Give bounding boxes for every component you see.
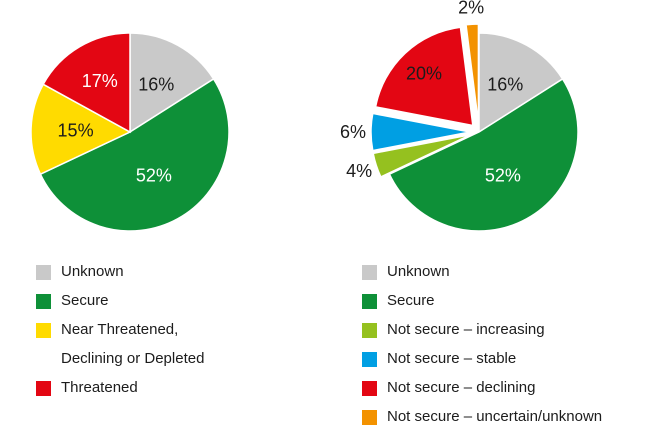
legend-swatch [362,323,377,338]
legend-item: Near Threatened, Declining or Depleted [36,321,204,379]
legend-item: Secure [362,292,602,321]
legend-item: Threatened [36,379,204,408]
pie-value-label: 52% [485,165,521,185]
pie-chart-right: 16% 52% 4% 6% 20% 2% [340,0,579,232]
pie-value-label: 16% [138,74,174,94]
pie-value-label: 16% [487,74,523,94]
pie-value-label: 15% [58,120,94,140]
pie-value-label: 20% [406,63,442,83]
legend-swatch [362,381,377,396]
legend-label: Near Threatened, Declining or Depleted [61,321,205,367]
legend-label: Secure [61,292,109,309]
legend-label: Unknown [387,263,450,280]
legend-label: Unknown [61,263,124,280]
legend-swatch [362,352,377,367]
pie-value-label: 52% [136,165,172,185]
pie-chart-left: 16% 52% 15% 17% [30,32,230,232]
pie-slice-unknown [478,32,564,134]
legend-item: Not secure – declining [362,379,602,408]
legend-label: Not secure – uncertain/unknown [387,408,603,425]
pie-slice-secure [39,77,230,232]
legend-swatch [362,265,377,280]
legend-swatch [36,294,51,309]
pie-value-label: 6% [340,122,366,142]
legend-item: Unknown [362,263,602,292]
pie-slice-not-secure-declining [374,26,474,127]
legend-label: Not secure – stable [387,350,517,367]
legend-label: Secure [387,292,435,309]
legend-item: Secure [36,292,204,321]
pie-slice-not-secure-stable [370,112,471,152]
legend-swatch [362,294,377,309]
legend-swatch [362,410,377,425]
pie-slice-not-secure-increasing [372,134,471,178]
legend-swatch [36,323,51,338]
legend-left: Unknown Secure Near Threatened, Declinin… [36,263,204,408]
pie-value-label: 17% [82,71,118,91]
pie-slice-threatened [42,32,131,134]
pie-slice-unknown [129,32,215,134]
legend-item: Not secure – stable [362,350,602,379]
pie-slice-not-secure-uncertain-unknown [465,23,480,124]
legend-label: Not secure – increasing [387,321,545,338]
legend-swatch [36,265,51,280]
legend-right: Unknown Secure Not secure – increasing N… [362,263,602,437]
legend-item: Unknown [36,263,204,292]
pie-slice-near-threatened-declining-or-depleted [30,83,132,176]
legend-item: Not secure – uncertain/unknown [362,408,602,437]
legend-label: Threatened [61,379,138,396]
pie-slice-secure [388,77,579,232]
legend-item: Not secure – increasing [362,321,602,350]
pie-value-label: 2% [458,0,484,17]
legend-label: Not secure – declining [387,379,536,396]
legend-swatch [36,381,51,396]
pie-value-label: 4% [346,161,372,181]
